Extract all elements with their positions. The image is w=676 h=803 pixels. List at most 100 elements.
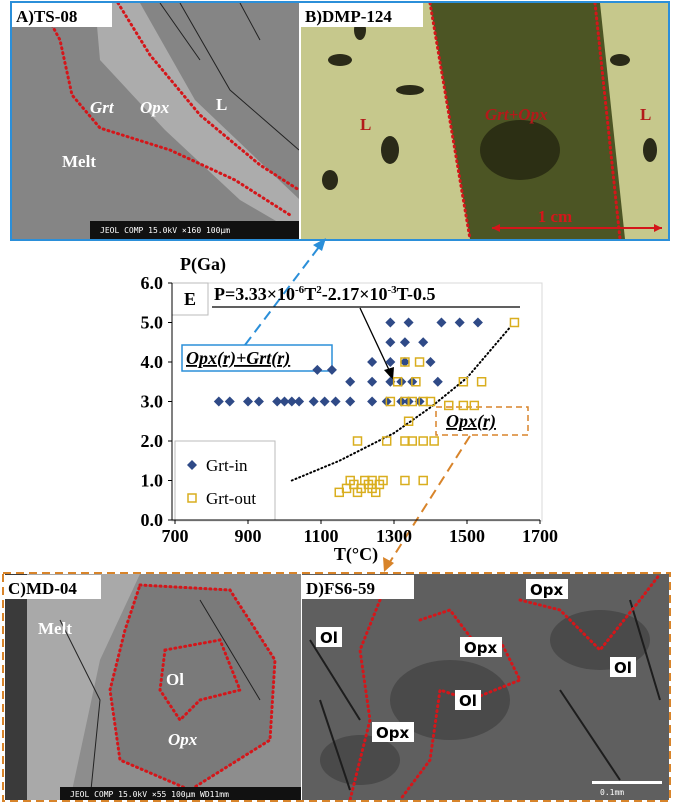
scale-bar: JEOL COMP 15.0kV ×55 100μm WD11mm — [70, 790, 229, 799]
data-point — [411, 377, 421, 387]
equation-part: -2.17×10 — [322, 284, 388, 304]
data-point — [286, 396, 297, 407]
data-point — [458, 377, 469, 387]
legend-label: Grt-in — [206, 456, 248, 475]
y-tick-label: 3.0 — [141, 392, 164, 412]
connector-head — [383, 557, 394, 572]
panel-label: C)MD-04 — [8, 579, 77, 598]
data-point — [312, 364, 323, 375]
data-point — [400, 475, 410, 486]
data-point — [308, 396, 319, 407]
x-tick-label: 1100 — [303, 526, 338, 546]
data-point — [407, 436, 417, 446]
panel-c: JEOL COMP 15.0kV ×55 100μm WD11mm C)MD-0… — [5, 574, 301, 800]
annotation-box — [181, 344, 333, 372]
data-point — [418, 475, 428, 486]
x-tick-label: 700 — [162, 526, 189, 546]
data-point — [272, 396, 283, 407]
note: Opx — [140, 98, 170, 117]
frame — [2, 572, 671, 802]
data-point — [381, 436, 392, 446]
y-axis-label: P(Ga) — [180, 254, 226, 275]
data-point — [345, 396, 356, 407]
data-point — [444, 400, 454, 411]
data-point — [294, 396, 305, 407]
equation-part: P=3.33×10 — [214, 284, 295, 304]
data-point — [469, 400, 480, 411]
note: Melt — [38, 619, 72, 638]
data-point — [436, 317, 447, 328]
note: L — [216, 95, 227, 114]
data-point — [476, 377, 487, 387]
data-point — [213, 396, 224, 407]
y-tick-label: 1.0 — [141, 471, 164, 491]
data-point — [385, 337, 396, 348]
y-tick-label: 6.0 — [141, 273, 164, 293]
panel-a: JEOL COMP 15.0kV ×160 100μm A)TS-08 Grt … — [12, 3, 299, 239]
annotation: Opx(r) — [446, 411, 496, 432]
data-point — [472, 317, 483, 328]
y-tick-label: 5.0 — [141, 313, 164, 333]
note: Grt+Opx — [485, 105, 548, 124]
note: Ol — [166, 670, 184, 689]
equation-part: -3 — [387, 284, 397, 296]
data-point — [414, 357, 425, 367]
data-point — [425, 357, 436, 367]
data-point — [399, 337, 410, 348]
trend-arrow — [359, 307, 391, 373]
data-point — [425, 396, 436, 407]
data-point — [403, 317, 414, 328]
scale-bar: JEOL COMP 15.0kV ×160 100μm — [100, 226, 230, 235]
panel-d: 0.1mm D)FS6-59 Opx Ol Opx Ol Ol Opx — [302, 574, 669, 800]
x-tick-label: 1500 — [449, 526, 485, 546]
y-tick-label: 0.0 — [141, 510, 164, 530]
data-point — [454, 317, 465, 328]
equation-part: -6 — [295, 284, 305, 296]
data-point — [253, 396, 264, 407]
scale-bar: 0.1mm — [600, 788, 624, 797]
data-point — [392, 377, 403, 387]
data-point — [432, 376, 443, 387]
note: Melt — [62, 152, 96, 171]
panel-b: 1 cm B)DMP-124 L Grt+Opx L — [301, 3, 668, 239]
note: L — [360, 115, 371, 134]
note: Grt — [90, 98, 115, 117]
data-point — [400, 357, 410, 367]
connector — [387, 435, 471, 566]
note: 1 cm — [538, 207, 572, 226]
legend-marker — [187, 493, 197, 503]
data-point — [345, 376, 356, 387]
equation-part: T — [304, 284, 316, 304]
data-point — [367, 396, 378, 407]
data-point — [367, 357, 378, 367]
panel-label: B)DMP-124 — [305, 7, 392, 26]
data-point — [224, 396, 235, 407]
data-point — [407, 396, 417, 407]
y-tick-label: 4.0 — [141, 352, 164, 372]
panel-label: A)TS-08 — [16, 7, 77, 26]
data-point — [385, 376, 396, 387]
data-point — [243, 396, 253, 407]
data-point — [385, 396, 396, 407]
x-tick-label: 1300 — [376, 526, 412, 546]
data-point — [385, 357, 396, 367]
y-tick-label: 2.0 — [141, 431, 164, 451]
data-point — [334, 487, 344, 498]
panel-label: E — [184, 289, 196, 309]
trend-arrow-head — [384, 367, 394, 380]
annotation-box — [435, 406, 529, 436]
panel-label-box — [171, 282, 209, 316]
x-tick-label: 1700 — [522, 526, 558, 546]
note: Ol — [459, 692, 477, 710]
data-point — [330, 396, 341, 407]
note: Opx — [168, 730, 198, 749]
legend-marker — [187, 460, 197, 470]
legend-label: Grt-out — [206, 489, 256, 508]
data-point — [279, 396, 290, 407]
data-point — [385, 317, 396, 328]
panel-label: D)FS6-59 — [306, 579, 375, 598]
equation-part: T-0.5 — [397, 284, 436, 304]
legend — [174, 440, 276, 521]
data-point — [509, 317, 520, 328]
